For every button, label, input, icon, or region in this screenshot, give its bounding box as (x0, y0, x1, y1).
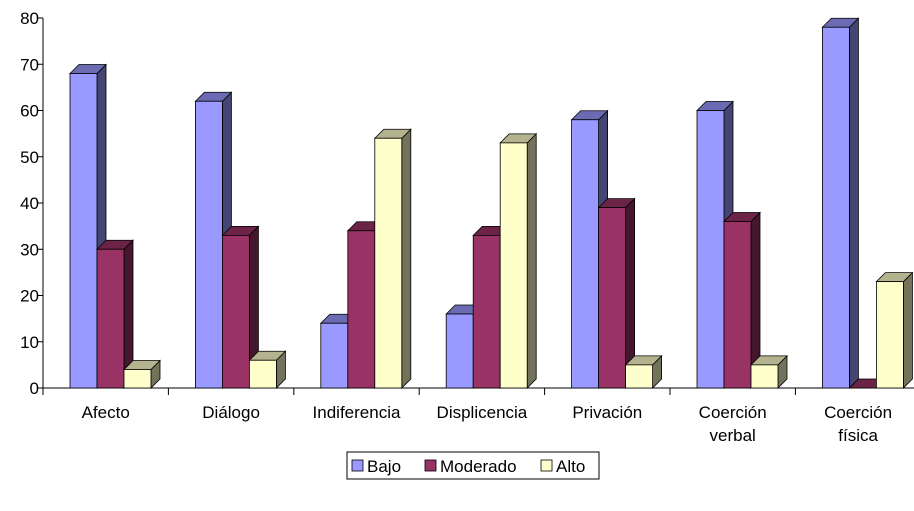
bar-front (750, 364, 779, 389)
bar-front (472, 234, 501, 389)
bar-front (876, 281, 904, 389)
x-tick-label-line: Diálogo (202, 403, 260, 422)
bar-front (248, 359, 277, 389)
bar (499, 132, 538, 389)
bar (69, 63, 107, 389)
bar-side (401, 128, 412, 389)
y-tick-label: 80 (20, 9, 39, 28)
x-tick-label-line: Indiferencia (313, 403, 401, 422)
bar-front (571, 119, 599, 389)
bar-front (96, 248, 125, 389)
legend-swatch (424, 459, 437, 472)
bar-front (123, 369, 152, 389)
bar-front (374, 137, 403, 389)
x-tick-label-line: física (838, 426, 878, 445)
bar-front (347, 230, 376, 389)
bar (123, 359, 161, 389)
bar (597, 197, 636, 389)
x-tick-label: Diálogo (202, 403, 260, 422)
bar-front (221, 234, 250, 389)
x-tick-label: Displicencia (437, 403, 528, 422)
bar-front (445, 313, 474, 389)
legend-swatch (540, 459, 553, 472)
legend-label: Bajo (367, 457, 401, 476)
bar (750, 354, 788, 389)
bar (248, 350, 287, 389)
legend-box (346, 451, 600, 480)
legend: Bajo Moderado Alto (346, 451, 600, 480)
x-tick-label: Coerción verbal (699, 403, 767, 445)
bar-side (526, 132, 537, 389)
bar (373, 128, 412, 389)
bar-front (723, 221, 752, 389)
bar-front (625, 364, 653, 389)
bar-front (69, 73, 98, 389)
bar-side (903, 271, 913, 389)
y-tick-label: 40 (20, 194, 39, 213)
bar (96, 239, 134, 389)
legend-label: Moderado (440, 457, 517, 476)
y-tick-label: 0 (30, 379, 39, 398)
x-tick-label-line: Coerción (699, 403, 767, 422)
legend-swatch (351, 459, 364, 472)
x-tick-label-line: Privación (572, 403, 642, 422)
bar-front (598, 207, 626, 389)
x-tick-label-line: Coerción (824, 403, 892, 422)
x-tick-label: Afecto (82, 403, 130, 422)
y-tick-label: 10 (20, 333, 39, 352)
x-tick-label: Indiferencia (313, 403, 401, 422)
bar-front (822, 26, 850, 389)
x-tick-label: Privación (572, 403, 642, 422)
bar-front (499, 142, 528, 389)
bar-front (320, 322, 349, 389)
bar (875, 271, 914, 389)
x-tick-label-line: verbal (710, 426, 756, 445)
bar (624, 354, 663, 389)
x-tick-label-line: Displicencia (437, 403, 528, 422)
y-tick-label: 60 (20, 102, 39, 121)
bar (221, 225, 260, 389)
x-tick-label-line: Afecto (82, 403, 130, 422)
bar (821, 17, 860, 389)
y-tick-label: 30 (20, 240, 39, 259)
legend-label: Alto (556, 457, 585, 476)
y-tick-label: 70 (20, 55, 39, 74)
x-tick-label: Coerción física (824, 403, 892, 445)
bar-front (696, 110, 725, 389)
bar-side (849, 17, 859, 389)
y-tick-label: 20 (20, 287, 39, 306)
bar-front (194, 100, 223, 389)
y-tick-label: 50 (20, 148, 39, 167)
